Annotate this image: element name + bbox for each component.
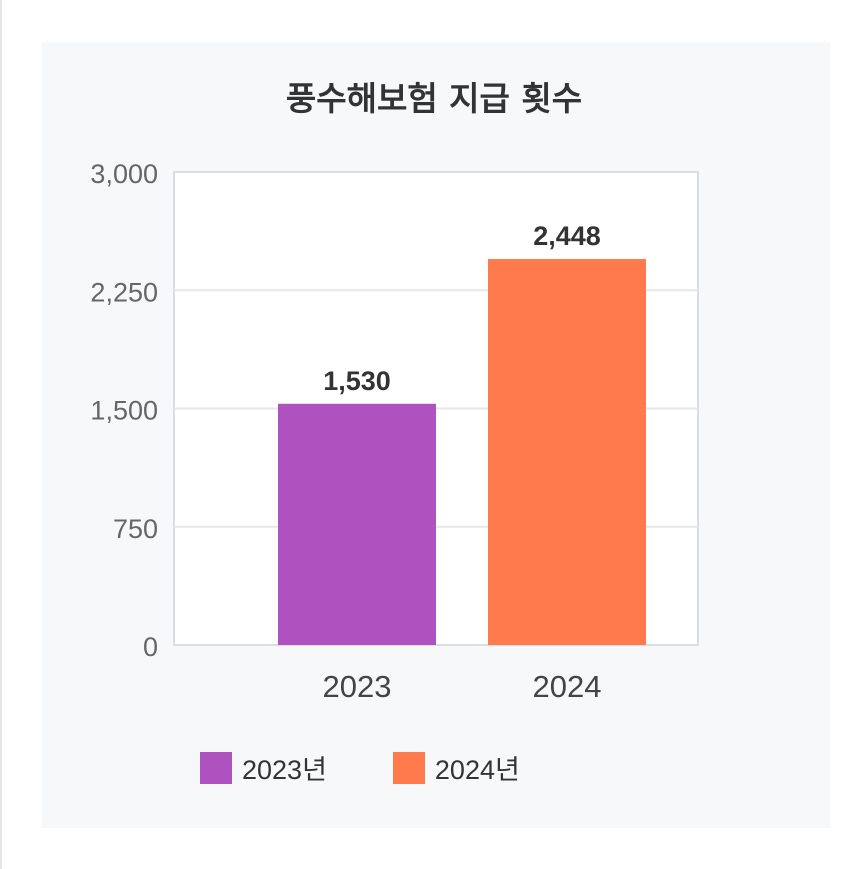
y-tick-label: 1,500 — [90, 396, 158, 426]
page-edge — [0, 0, 2, 869]
bar-2024[interactable] — [488, 259, 646, 645]
y-tick-label: 750 — [113, 514, 158, 544]
legend-swatch-2023 — [200, 751, 232, 784]
y-tick-label: 2,250 — [90, 277, 158, 307]
legend-swatch-2024 — [392, 751, 425, 784]
x-tick-label: 2023 — [323, 669, 392, 704]
y-tick-label: 3,000 — [90, 159, 158, 189]
legend-item-2024[interactable]: 2024년 — [392, 748, 520, 787]
y-axis-ticks: 0 750 1,500 2,250 3,000 — [90, 159, 158, 662]
legend-label-2023: 2023년 — [242, 755, 327, 785]
x-axis-ticks: 2023 2024 — [323, 669, 602, 704]
chart-title: 풍수해보험 지급 횟수 — [285, 79, 583, 118]
legend-item-2023[interactable]: 2023년 — [200, 748, 327, 787]
data-label: 2,448 — [533, 221, 601, 251]
legend: 2023년 2024년 — [200, 748, 520, 787]
x-tick-label: 2024 — [533, 669, 602, 704]
data-label: 1,530 — [323, 366, 391, 396]
legend-label-2024: 2024년 — [434, 755, 520, 785]
bar-2023[interactable] — [278, 403, 436, 645]
y-tick-label: 0 — [143, 632, 158, 662]
bars: 1,530 2,448 — [278, 221, 646, 645]
